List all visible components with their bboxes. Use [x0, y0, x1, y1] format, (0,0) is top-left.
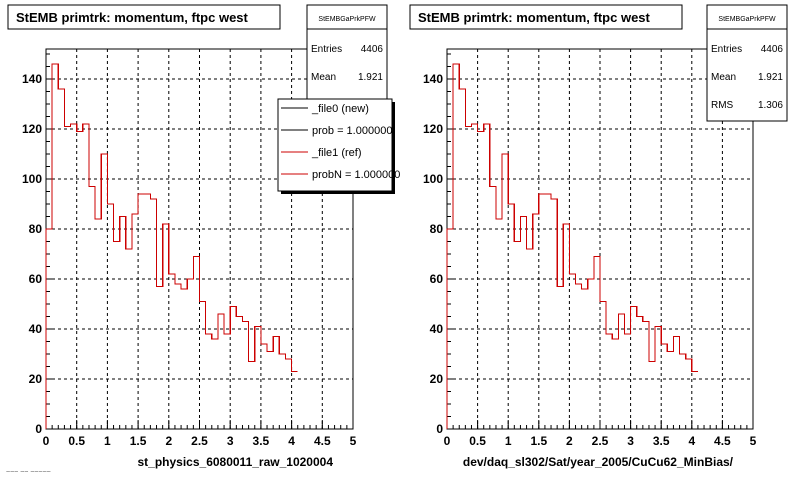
x-tick-label: 3.5 [653, 434, 670, 448]
y-tick-label: 20 [29, 372, 43, 386]
stats-value: 4406 [761, 44, 784, 55]
stats-label: Entries [311, 44, 342, 55]
x-tick-label: 3.5 [253, 434, 270, 448]
histogram-panel-left: 0 0.5 1 1.5 2 2.5 3 3.5 4 4.5 5 0 20 40 60 80 100 120 140 S… [7, 4, 400, 469]
stats-box [706, 4, 788, 122]
y-tick-label: 100 [22, 172, 42, 186]
x-tick-label: 0.5 [68, 434, 85, 448]
title-box [7, 4, 281, 30]
stats-value: 1.921 [358, 72, 383, 83]
x-tick-label: 5 [350, 434, 357, 448]
x-tick-label: 4.5 [314, 434, 331, 448]
x-tick-label: 1 [505, 434, 512, 448]
stats-header: StEMBGaPrkPFW [318, 16, 376, 23]
y-tick-label: 80 [29, 222, 43, 236]
stats-header: StEMBGaPrkPFW [718, 16, 776, 23]
x-tick-label: 4 [688, 434, 695, 448]
histogram-line [45, 63, 298, 429]
y-tick-label: 60 [430, 272, 444, 286]
x-tick-label: 4.5 [714, 434, 731, 448]
x-tick-label: 5 [750, 434, 757, 448]
y-tick-label: 140 [22, 72, 42, 86]
x-tick-label: 3 [227, 434, 234, 448]
x-tick-label: 0 [444, 434, 451, 448]
histogram-line [446, 63, 698, 429]
y-tick-label: 80 [430, 222, 444, 236]
x-tick-label: 1.5 [530, 434, 547, 448]
y-tick-label: 60 [29, 272, 43, 286]
y-tick-label: 100 [423, 172, 443, 186]
y-tick-label: 120 [22, 122, 42, 136]
legend-box [277, 98, 393, 192]
x-axis-label: dev/daq_sl302/Sat/year_2005/CuCu62_MinBi… [463, 455, 734, 469]
x-tick-label: 0.5 [469, 434, 486, 448]
x-tick-label: 0 [43, 434, 50, 448]
legend-entry: _file1 (ref) [311, 147, 362, 159]
x-axis-label: st_physics_6080011_raw_1020004 [137, 455, 333, 469]
stats-value: 1.306 [758, 100, 783, 111]
x-tick-label: 1 [104, 434, 111, 448]
y-tick-label: 40 [29, 322, 43, 336]
footer-text: ~~~ ~~ ~~~~~ [6, 469, 51, 476]
legend-entry: _file0 (new) [311, 103, 369, 115]
x-tick-label: 3 [627, 434, 634, 448]
y-tick-label: 0 [436, 422, 443, 436]
legend-entry: probN = 1.000000 [312, 169, 400, 181]
y-tick-label: 40 [430, 322, 444, 336]
legend-entry: prob = 1.000000 [312, 125, 392, 137]
stats-label: Mean [711, 72, 736, 83]
stats-label: Entries [711, 44, 742, 55]
x-tick-label: 4 [288, 434, 295, 448]
x-tick-label: 2.5 [592, 434, 609, 448]
x-tick-label: 2 [165, 434, 172, 448]
stats-label: Mean [311, 72, 336, 83]
x-tick-label: 1.5 [130, 434, 147, 448]
y-tick-label: 0 [35, 422, 42, 436]
stats-label: RMS [711, 100, 734, 111]
plot-frame [446, 48, 754, 430]
y-tick-label: 120 [423, 122, 443, 136]
title-box [409, 4, 683, 30]
stats-value: 1.921 [758, 72, 783, 83]
x-tick-label: 2 [566, 434, 573, 448]
stats-value: 4406 [361, 44, 384, 55]
chart-title: StEMB primtrk: momentum, ftpc west [16, 10, 249, 25]
chart-title: StEMB primtrk: momentum, ftpc west [418, 10, 651, 25]
x-tick-label: 2.5 [191, 434, 208, 448]
histogram-panel-right: 0 0.5 1 1.5 2 2.5 3 3.5 4 4.5 5 0 20 40 60 80 100 120 140 S… [409, 4, 788, 469]
y-tick-label: 20 [430, 372, 444, 386]
y-tick-label: 140 [423, 72, 443, 86]
